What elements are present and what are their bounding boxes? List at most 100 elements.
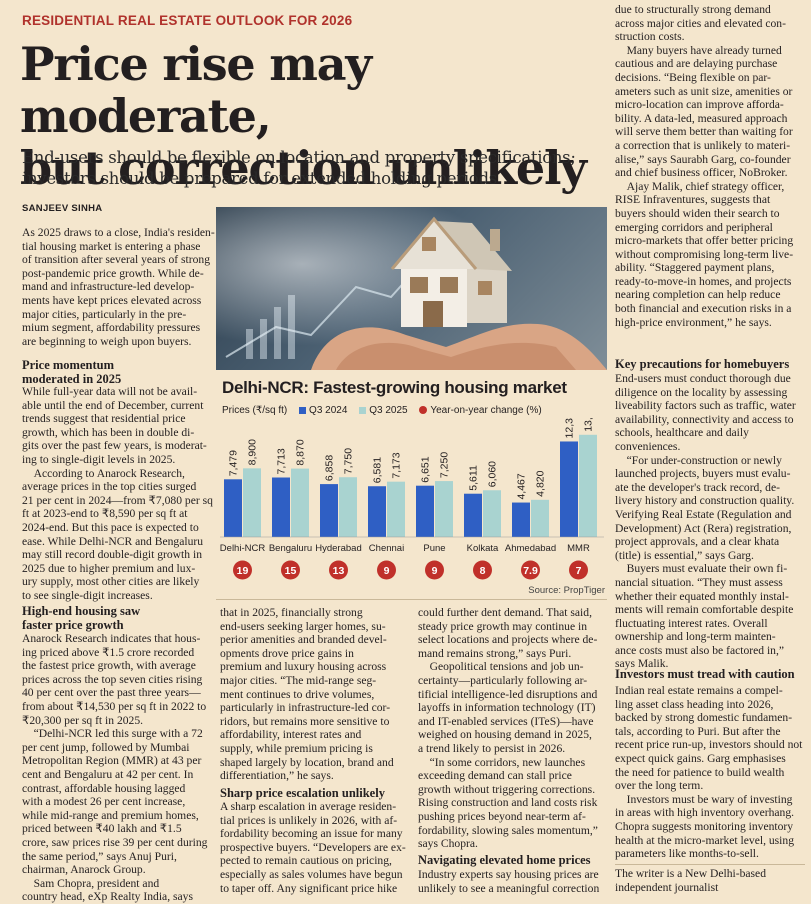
text-line: backed by strong domestic fundamen- [615,711,793,725]
text-line: exceeding demand can stall price [418,769,572,783]
text-line: and chief business officer, NoBroker. [615,166,788,180]
text-line: crore, saw prices rise 39 per cent durin… [22,835,208,849]
heading-line: Navigating elevated home prices [418,853,591,867]
text-line: unlikely to see a meaningful correction [418,881,600,895]
text-line: tificial intelligence-led disruptions an… [418,687,598,701]
text-line: availability, connectivity and access to [615,412,794,426]
text-line: pushing prices beyond near-term af- [418,809,586,823]
text-line: ury supply, most other cities are likely [22,575,200,589]
headline-line: Price rise may moderate, [20,37,372,143]
bar-value-label: 4,467 [516,473,528,499]
text-line: perior amenities and branded devel- [220,633,387,647]
text-line: decisions. “Being flexible on par- [615,70,771,84]
text-line: are beginning to weigh upon buyers. [22,334,192,348]
bar-chart: 7,479 8,900 Delhi-NCR 19 7,713 8,870 Bengaluru… [220,418,604,580]
text-line: tals, according to Puri. But after the [615,724,781,738]
text-line: layoffs in information technology (IT) [418,701,596,715]
text-line: both financial and execution risks in a [615,302,792,316]
yoy-marker [521,560,540,580]
text-line: struction costs. [615,30,685,44]
text-line: nancial situation. “They must assess [615,575,783,589]
text-line: over the long term. [615,779,704,793]
category-label: Ahmedabad [505,543,556,554]
chart-title: Delhi-NCR: Fastest-growing housing marke… [222,378,567,397]
yoy-marker [473,560,492,580]
text-line: Industry experts say housing prices are [418,868,599,881]
yoy-marker [233,560,252,580]
bar-value-label: 7,750 [343,448,355,474]
text-line: gits over the past few years, is moderat… [22,439,207,453]
text-line: select locations and projects where de- [418,633,598,647]
text-line: mand remains strong,” says Puri. [418,646,572,660]
text-line: chairman, Anarock Group. [22,863,146,877]
heading-line: faster price growth [22,617,124,632]
bar-q3-2025 [579,434,597,537]
bar-value-label: 7,250 [439,452,451,478]
yoy-value: 7.9 [523,565,538,577]
bar-q3-2024 [560,441,578,537]
yoy-value: 9 [384,565,390,577]
text-line: ing to single-digit levels in 2025. [22,452,176,466]
text-line: a correction that is unlikely to materi- [615,138,791,152]
category-label: Pune [423,543,445,554]
yoy-marker [425,560,444,580]
section-body-navigating: Industry experts say housing prices are u… [418,868,608,895]
text-line: supply, while premium pricing is [220,741,373,755]
text-line: expect quick gains. Garg emphasises [615,751,786,765]
text-line: 2025 due to higher premium and lux- [22,561,196,575]
text-line: trends suggest that residential price [22,412,186,426]
text-line: of transition after several years of str… [22,253,211,267]
text-line: schools, healthcare and daily [615,426,749,440]
text-line: recent price run-up, investors should no… [615,738,803,752]
text-line: a trend likely to persist in 2026. [418,741,566,755]
category-label: MMR [567,543,590,554]
text-line: tial prices is unlikely in 2026, with af… [220,813,398,827]
text-line: average prices in the top cities surged [22,480,197,494]
heading-line: Key precautions for homebuyers [615,357,790,371]
text-line: differentiation,” he says. [220,769,334,783]
chart-ylabel: Prices (₹/sq ft) [222,405,288,416]
text-line: cautious and are delaying purchase [615,57,778,71]
intro-paragraph: As 2025 draws to a close, India's reside… [22,226,215,348]
text-line: prospective buyers. “Developers are ex- [220,840,406,854]
text-line: Many buyers have already turned [615,43,782,57]
text-line: According to Anarock Research, [22,466,185,480]
text-line: says Malik. [615,657,669,671]
yoy-value: 9 [432,565,438,577]
divider [615,864,805,865]
text-line: major cities. “The mid-range seg- [220,673,377,687]
text-line: the need for patience to build wealth [615,765,785,779]
legend-dot-yoy [419,406,428,415]
text-line: buyers should widen their search to [615,206,780,220]
right-column-body: due to structurally strong demand across … [615,3,805,329]
bar-value-label: 8,900 [247,439,259,465]
yoy-marker [281,560,300,580]
column-3-body: could further dent demand. That said, ste… [418,606,608,851]
section-heading-price-momentum: Price momentum moderated in 2025 [22,358,121,387]
section-heading-investors: Investors must tread with caution [615,667,795,682]
text-line: to taper off. Any significant price hike [220,881,398,895]
text-line: growth without triggering corrections. [418,782,596,796]
text-line: fordability becoming an issue for many [220,827,403,841]
text-line: high-price environment,” he says. [615,315,772,329]
text-line: certainty—particularly following ar- [418,673,588,687]
text-line: growth, which has been in double di- [22,425,195,439]
text-line: alise,” says Saurabh Garg, co-founder [615,152,791,166]
legend-label-yoy: Year-on-year change (%) [430,405,542,416]
chart-source: Source: PropTiger [528,585,605,596]
legend-label-q3-2025: Q3 2025 [369,405,408,416]
text-line: country head, eXp Realty India, says [22,890,193,904]
bar-q3-2025 [243,468,261,537]
text-line: without compromising long-term live- [615,247,794,261]
text-line: contrast, affordable housing lagged [22,781,186,795]
bar-value-label: 6,581 [372,457,384,483]
text-line: health at the micro-market level, using [615,833,794,847]
text-line: ate the developer's track record, de- [615,480,780,494]
text-line: premium and luxury housing across [220,660,387,674]
text-line: mium segment, affordability pressures [22,321,201,335]
text-line: particularly in infrastructure-led cor- [220,701,391,715]
text-line: ₹20,300 per sq ft in 2025. [22,713,144,727]
text-line: ownership and long-term mainten- [615,630,776,644]
section-kicker: RESIDENTIAL REAL ESTATE OUTLOOK FOR 2026 [22,13,353,28]
bar-value-label: 5,611 [468,465,480,491]
